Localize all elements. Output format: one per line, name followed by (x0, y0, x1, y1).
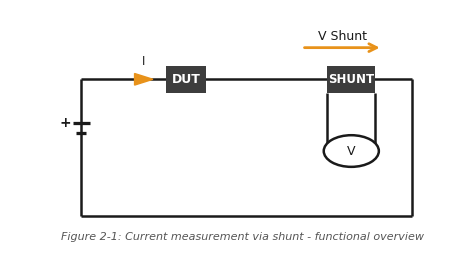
Text: Figure 2-1: Current measurement via shunt - functional overview: Figure 2-1: Current measurement via shun… (62, 232, 424, 242)
Text: V Shunt: V Shunt (318, 30, 366, 43)
Text: I: I (142, 55, 146, 68)
Text: +: + (59, 116, 71, 130)
Text: DUT: DUT (172, 73, 201, 86)
Text: SHUNT: SHUNT (328, 73, 374, 86)
Bar (166, 65, 206, 93)
Bar (328, 65, 375, 93)
Text: V: V (347, 144, 356, 158)
Circle shape (324, 135, 379, 167)
Polygon shape (135, 73, 153, 85)
